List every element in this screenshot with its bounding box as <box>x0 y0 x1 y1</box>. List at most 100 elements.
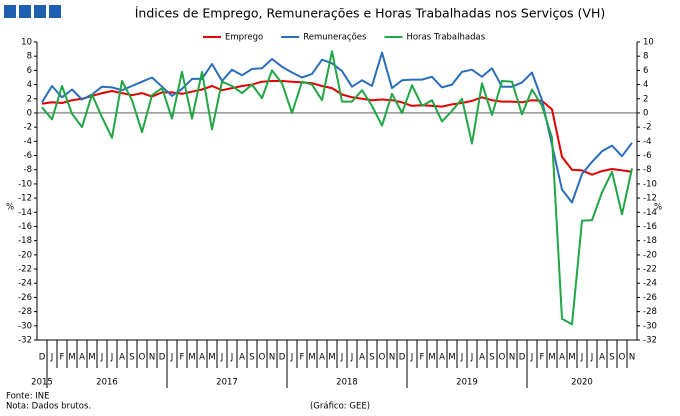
y-tick-label: -4 <box>24 137 32 147</box>
x-tick-label: O <box>619 353 626 363</box>
x-tick-label: J <box>350 353 354 363</box>
y2-tick-label: -26 <box>643 293 657 303</box>
x-tick-label: A <box>599 353 605 363</box>
series-line <box>41 80 633 176</box>
x-tick-label: J <box>580 353 584 363</box>
y-tick-label: 4 <box>27 80 32 90</box>
y-tick-label: -32 <box>18 336 32 346</box>
y2-tick-label: 2 <box>643 94 648 104</box>
x-tick-label: F <box>60 353 65 363</box>
y2-tick-label: 4 <box>643 80 648 90</box>
x-tick-label: J <box>50 353 54 363</box>
x-tick-label: D <box>399 353 406 363</box>
y-tick-label: -12 <box>18 194 32 204</box>
y2-tick-label: 10 <box>643 38 654 48</box>
x-tick-label: O <box>139 353 146 363</box>
x-tick-label: A <box>119 353 125 363</box>
x-tick-label: N <box>389 353 395 363</box>
year-label: 2018 <box>336 378 358 388</box>
x-tick-label: M <box>448 353 455 363</box>
x-tick-label: S <box>129 353 134 363</box>
y-tick-label: -22 <box>18 265 32 275</box>
x-tick-label: O <box>499 353 506 363</box>
year-label: 2016 <box>96 378 118 388</box>
x-tick-label: M <box>208 353 215 363</box>
year-label: 2017 <box>216 378 238 388</box>
y2-tick-label: -6 <box>643 151 651 161</box>
y2-tick-label: -32 <box>643 336 657 346</box>
x-tick-label: F <box>300 353 305 363</box>
x-tick-label: O <box>379 353 386 363</box>
x-tick-label: S <box>489 353 494 363</box>
y-tick-label: -24 <box>18 279 32 289</box>
y2-tick-label: -28 <box>643 307 657 317</box>
x-tick-label: N <box>629 353 635 363</box>
x-tick-label: J <box>170 353 174 363</box>
x-tick-label: F <box>180 353 185 363</box>
y2-tick-label: -12 <box>643 194 657 204</box>
y2-tick-label: -16 <box>643 222 657 232</box>
x-tick-label: J <box>410 353 414 363</box>
y2-tick-label: -24 <box>643 279 657 289</box>
x-tick-label: M <box>188 353 195 363</box>
y-tick-label: -20 <box>18 250 32 260</box>
y-tick-label: -6 <box>24 151 32 161</box>
legend-label: Horas Trabalhadas <box>406 33 485 43</box>
series-line <box>41 50 633 326</box>
x-tick-label: S <box>609 353 614 363</box>
y-tick-label: -14 <box>18 208 32 218</box>
legend-label: Remunerações <box>303 33 367 43</box>
y2-tick-label: -2 <box>643 123 651 133</box>
x-tick-label: M <box>68 353 75 363</box>
y2-tick-label: -30 <box>643 321 657 331</box>
x-tick-label: J <box>530 353 534 363</box>
x-tick-label: M <box>88 353 95 363</box>
x-tick-label: A <box>559 353 565 363</box>
year-label: 2019 <box>456 378 478 388</box>
credit: (Gráfico: GEE) <box>310 402 370 412</box>
x-tick-label: J <box>290 353 294 363</box>
y-tick-label: -18 <box>18 236 32 246</box>
x-tick-label: A <box>79 353 85 363</box>
x-tick-label: J <box>460 353 464 363</box>
y2-tick-label: -14 <box>643 208 657 218</box>
y2-tick-label: -22 <box>643 265 657 275</box>
y-tick-label: -16 <box>18 222 32 232</box>
x-tick-label: J <box>230 353 234 363</box>
x-tick-label: A <box>239 353 245 363</box>
x-tick-label: A <box>479 353 485 363</box>
y-tick-label: -26 <box>18 293 32 303</box>
x-tick-label: D <box>39 353 46 363</box>
chart-title: Índices de Emprego, Remunerações e Horas… <box>135 6 606 21</box>
legend-label: Emprego <box>225 33 263 43</box>
x-tick-label: M <box>548 353 555 363</box>
x-tick-label: J <box>100 353 104 363</box>
y-tick-label: 6 <box>27 66 32 76</box>
x-tick-label: D <box>519 353 526 363</box>
x-tick-label: S <box>249 353 254 363</box>
y-tick-label: -8 <box>24 165 32 175</box>
logo <box>4 5 61 18</box>
series-line <box>41 51 633 204</box>
x-tick-label: S <box>369 353 374 363</box>
y-tick-label: -28 <box>18 307 32 317</box>
y-tick-label: 2 <box>27 94 32 104</box>
x-tick-label: N <box>269 353 275 363</box>
y2-tick-label: -20 <box>643 250 657 260</box>
x-tick-label: N <box>509 353 515 363</box>
year-label: 2020 <box>571 378 593 388</box>
y2-tick-label: 0 <box>643 108 648 118</box>
x-tick-label: N <box>149 353 155 363</box>
y-tick-label: 8 <box>27 52 32 62</box>
note: Nota: Dados brutos. <box>6 402 91 412</box>
x-tick-label: F <box>540 353 545 363</box>
x-tick-label: A <box>199 353 205 363</box>
x-tick-label: A <box>439 353 445 363</box>
y2-tick-label: -18 <box>643 236 657 246</box>
source: Fonte: INE <box>6 392 50 402</box>
y2-tick-label: -10 <box>643 179 657 189</box>
x-tick-label: M <box>568 353 575 363</box>
x-tick-label: D <box>279 353 286 363</box>
y2-tick-label: -4 <box>643 137 651 147</box>
